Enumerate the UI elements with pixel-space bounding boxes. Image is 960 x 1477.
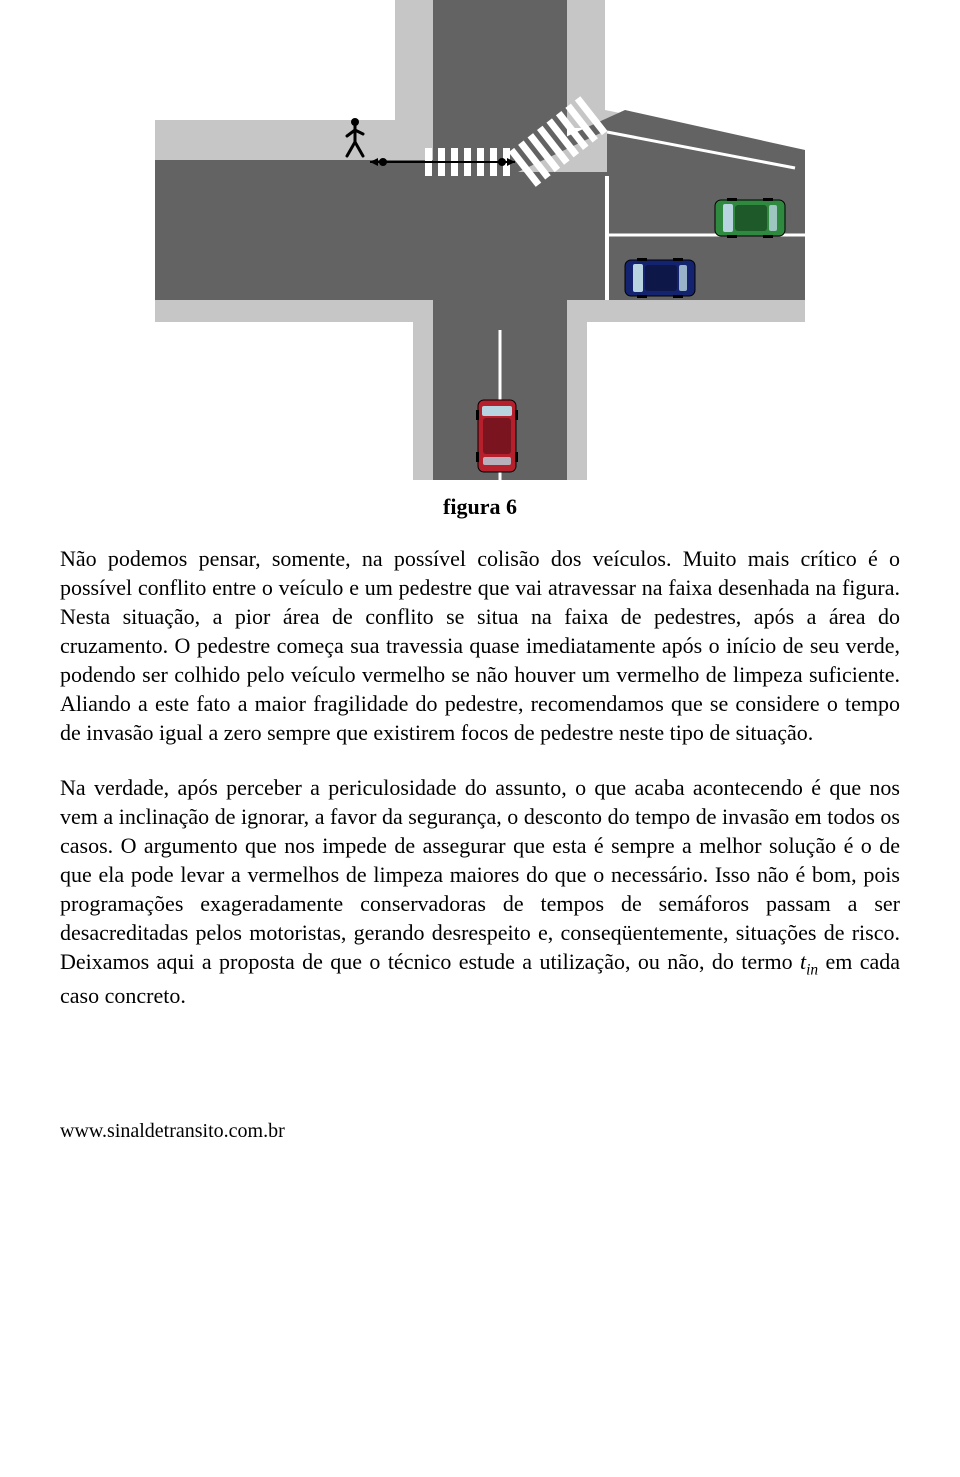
paragraph-1: Não podemos pensar, somente, na possível… [60, 544, 900, 747]
figure-6: figura 6 [60, 0, 900, 532]
green-car [715, 198, 785, 238]
variable-t-in: tin [800, 949, 818, 974]
red-car [476, 400, 518, 472]
paragraph-2-text-a: Na verdade, após perceber a periculosida… [60, 775, 900, 974]
blue-car [625, 258, 695, 298]
figure-caption: figura 6 [443, 494, 517, 520]
intersection-diagram [155, 0, 805, 480]
paragraph-2: Na verdade, após perceber a periculosida… [60, 773, 900, 1010]
footer-url: www.sinaldetransito.com.br [60, 1120, 900, 1143]
